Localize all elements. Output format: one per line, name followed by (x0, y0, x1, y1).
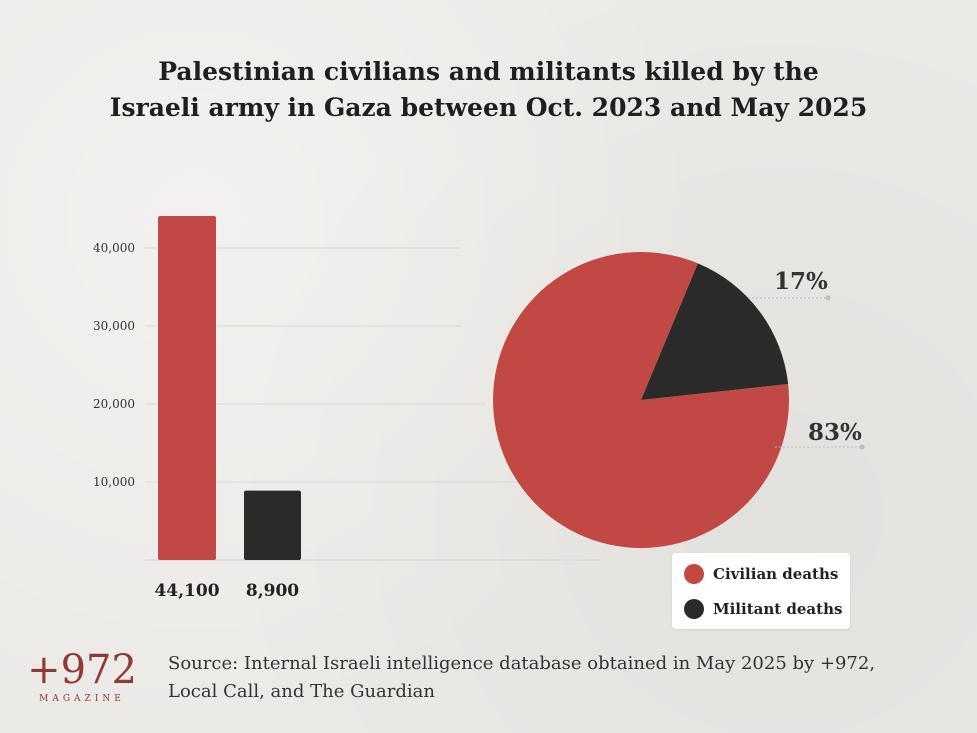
y-tick-label: 20,000 (93, 397, 135, 411)
legend-swatch-militant (684, 599, 704, 619)
legend-label-militant: Militant deaths (713, 600, 843, 618)
legend-swatch-civilian (684, 564, 704, 584)
pie-legend: Civilian deaths Militant deaths (672, 553, 850, 629)
bar-value-label: 44,100 (154, 581, 219, 601)
pie-slice-militant (641, 263, 789, 400)
y-tick-label: 30,000 (93, 319, 135, 333)
logo-subtitle: MAGAZINE (39, 694, 125, 704)
logo-mark: +972 (27, 647, 137, 693)
bar-militant (244, 490, 301, 560)
pie-percent-label-civilian: 83% (808, 419, 862, 446)
y-tick-label: 40,000 (93, 241, 135, 255)
bar-value-label: 8,900 (246, 581, 299, 601)
pie-leader-dot (825, 295, 831, 301)
legend-item-civilian: Civilian deaths (684, 563, 838, 585)
source-note: Source: Internal Israeli intelligence da… (168, 650, 958, 706)
chart-title-line-2: Israeli army in Gaza between Oct. 2023 a… (109, 93, 868, 122)
pie-leader-dot (859, 444, 865, 450)
source-line-2: Local Call, and The Guardian (168, 681, 435, 702)
legend-label-civilian: Civilian deaths (713, 565, 839, 583)
pie-percent-label-militant: 17% (774, 268, 828, 295)
bar-civilian (158, 216, 216, 560)
pie-slice-civilian (493, 251, 789, 548)
magazine-logo: +972 MAGAZINE (22, 648, 142, 710)
legend-item-militant: Militant deaths (684, 598, 842, 620)
chart-title: Palestinian civilians and militants kill… (40, 54, 937, 126)
source-line-1: Source: Internal Israeli intelligence da… (168, 653, 876, 674)
y-tick-label: 10,000 (93, 475, 135, 489)
chart-title-line-1: Palestinian civilians and militants kill… (158, 57, 819, 86)
